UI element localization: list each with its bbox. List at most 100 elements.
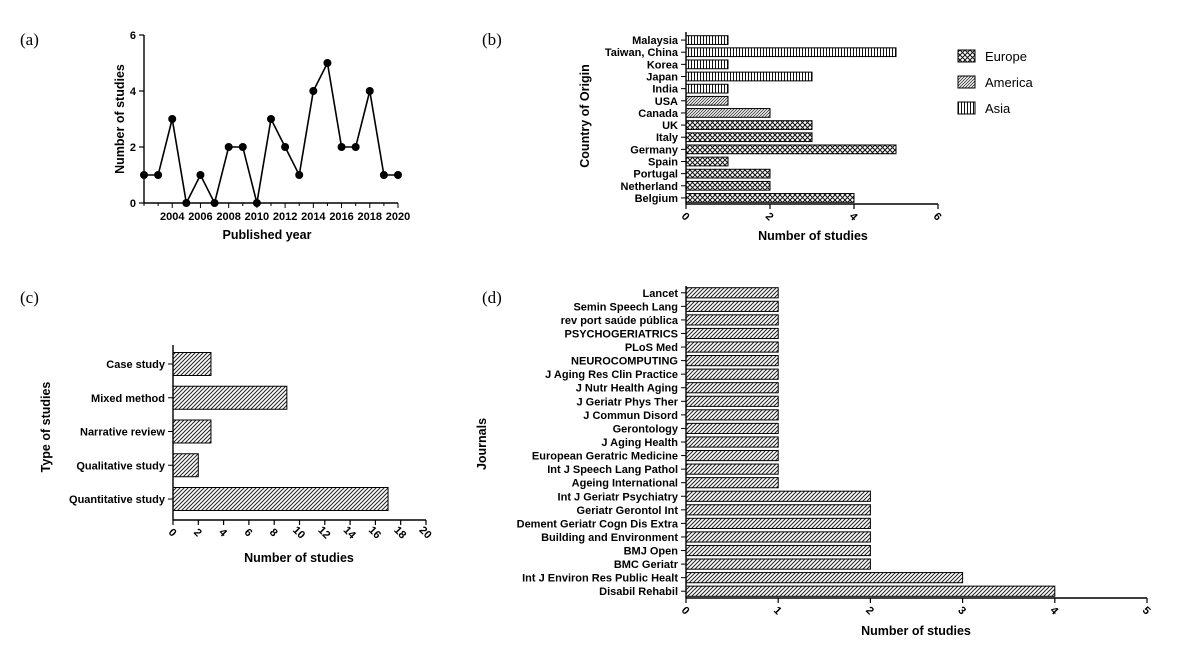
- panel-a-x-tick-label: 2020: [386, 211, 410, 223]
- panel-b-category-label: Malaysia: [632, 35, 679, 47]
- panel-b-bar: [685, 47, 897, 58]
- panel-b-x-tick-label: 0: [679, 210, 692, 223]
- panel-d-category-label: J Aging Res Clin Practice: [545, 369, 678, 381]
- panel-a-x-tick-label: 2012: [273, 211, 297, 223]
- panel-d-bar: [685, 517, 871, 529]
- panel-d-x-tick-label: 2: [863, 604, 876, 617]
- panel-b-bar: [685, 95, 729, 106]
- panel-d-category-label: J Geriatr Phys Ther: [577, 396, 679, 408]
- panel-d-bar: [685, 558, 871, 570]
- panel-d-bar: [685, 409, 779, 421]
- panel-d-bar: [685, 287, 779, 299]
- panel-c-x-tick-label: 6: [242, 526, 255, 539]
- panel-d-category-label: Building and Environment: [541, 532, 678, 544]
- panel-a-label: (a): [20, 30, 39, 49]
- panel-d-bar: [685, 422, 779, 435]
- panel-b-legend-label: Europe: [985, 49, 1027, 64]
- panel-c-bar-chart: (c) Case study Mixed method Narrative revi…: [20, 288, 434, 565]
- panel-d-label: (d): [482, 288, 502, 307]
- panel-c-category-label: Qualitative study: [76, 460, 166, 472]
- panel-d-bar: [685, 341, 779, 353]
- panel-a-xlabel: Published year: [223, 228, 312, 242]
- panel-a-point: [196, 171, 205, 179]
- panel-b-bar: [685, 108, 771, 118]
- panel-c-bar: [172, 487, 389, 511]
- panel-b-category-label: Canada: [638, 108, 679, 120]
- panel-c-x-tick-label: 0: [166, 526, 179, 539]
- panel-d-category-label: Ageing International: [572, 478, 678, 490]
- panel-c-x-tick-label: 8: [267, 526, 280, 539]
- panel-d-x-tick-label: 4: [1048, 604, 1061, 617]
- panel-a-point: [281, 143, 290, 151]
- panel-c-x-tick-label: 18: [391, 524, 408, 541]
- panel-b-legend-swatch: [957, 49, 976, 63]
- panel-b-category-label: Italy: [656, 132, 679, 144]
- panel-d-category-label: J Aging Health: [601, 437, 678, 449]
- panel-c-category-label: Narrative review: [80, 427, 165, 439]
- panel-d-bar: [685, 531, 871, 543]
- panel-d-bar: [685, 490, 871, 502]
- panel-b-legend-swatch: [957, 75, 976, 89]
- panel-d-category-label: Semin Speech Lang: [573, 301, 678, 313]
- panel-d-category-label: BMC Geriatr: [614, 559, 679, 571]
- panel-c-category-label: Mixed method: [91, 393, 165, 405]
- panel-d-category-label: J Nutr Health Aging: [576, 383, 678, 395]
- panel-b-category-label: Taiwan, China: [605, 47, 679, 59]
- panel-a-x-tick-label: 2014: [301, 211, 326, 223]
- panel-d-x-tick-label: 0: [679, 604, 692, 617]
- panel-c-category-label: Quantitative study: [69, 494, 166, 506]
- panel-a-marks: 0 2 4 6 2004 2006 2008 2010 2012 2014 2016 2018 2020: [130, 30, 410, 223]
- panel-d-category-label: Int J Speech Lang Pathol: [547, 464, 678, 476]
- panel-b-bar: [685, 71, 813, 82]
- panel-a-point: [351, 143, 360, 151]
- panel-d-bar: [685, 355, 779, 367]
- panel-a-series-line: [144, 60, 398, 206]
- panel-d-category-label: Int J Environ Res Public Healt: [522, 573, 678, 585]
- panel-d-bar: [685, 449, 779, 462]
- panel-b-bar: [685, 193, 855, 203]
- panel-d-category-label: Geriatr Gerontol Int: [577, 505, 679, 517]
- panel-d-category-label: J Commun Disord: [583, 410, 678, 422]
- panel-b-category-label: Germany: [630, 144, 679, 156]
- panel-d-category-label: European Geratric Medicine: [532, 451, 678, 463]
- panel-a-point: [210, 199, 219, 207]
- panel-a-x-tick-label: 2018: [358, 211, 382, 223]
- panel-c-category-label: Case study: [106, 359, 166, 371]
- panel-b-bar: [685, 156, 729, 167]
- panel-d-x-tick-label: 5: [1140, 604, 1153, 617]
- panel-b-x-tick-label: 4: [847, 210, 860, 223]
- panel-a-point: [394, 171, 402, 179]
- panel-d-category-label: rev port saúde pública: [561, 315, 679, 327]
- panel-c-x-tick-label: 12: [315, 524, 332, 541]
- panel-b-x-tick-label: 6: [931, 210, 944, 223]
- panel-d-category-label: Gerontology: [613, 423, 679, 435]
- panel-b-label: (b): [482, 30, 502, 49]
- panel-d-x-tick-label: 3: [955, 604, 968, 617]
- panel-d-category-label: PLoS Med: [625, 342, 678, 354]
- panel-b-bar: [685, 83, 729, 94]
- panel-c-x-tick-label: 16: [366, 524, 383, 541]
- panel-d-bar: [685, 382, 779, 394]
- panel-a-x-tick-label: 2008: [216, 211, 240, 223]
- panel-b-bar: [685, 35, 729, 45]
- panel-a-point: [267, 115, 275, 123]
- panel-a-point: [379, 171, 388, 179]
- panel-a-point: [238, 143, 247, 151]
- panel-a-y-tick-label: 0: [130, 198, 136, 210]
- panel-a-x-tick-label: 2004: [160, 211, 185, 223]
- panel-d-category-label: Dement Geriatr Cogn Dis Extra: [517, 518, 679, 530]
- panel-d-bar: [685, 585, 1056, 597]
- panel-b-xlabel: Number of studies: [758, 229, 868, 243]
- panel-d-bar: [685, 368, 779, 380]
- panel-b-legend-label: America: [985, 75, 1033, 90]
- panel-c-x-tick-label: 14: [341, 524, 359, 542]
- panel-d-bar: [685, 327, 779, 340]
- panel-b-legend-swatch: [957, 101, 976, 115]
- panel-b-category-label: Netherland: [621, 181, 678, 193]
- panel-d-category-label: Lancet: [643, 288, 679, 300]
- panel-a-ylabel: Number of studies: [113, 64, 127, 174]
- panel-b-bar: [685, 120, 813, 130]
- panel-c-label: (c): [20, 288, 39, 307]
